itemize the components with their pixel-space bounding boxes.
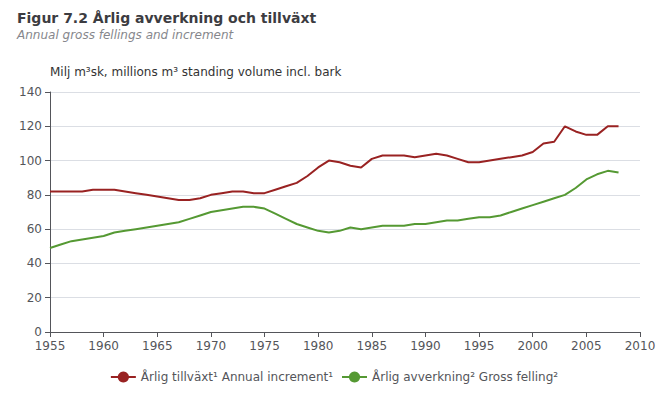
svg-text:100: 100: [19, 154, 42, 168]
svg-text:1990: 1990: [410, 339, 441, 353]
svg-text:Figur 7.2 Årlig avverkning och: Figur 7.2 Årlig avverkning och tillväxt: [17, 10, 317, 26]
svg-text:1980: 1980: [303, 339, 334, 353]
svg-text:0: 0: [34, 325, 42, 339]
svg-text:1970: 1970: [196, 339, 227, 353]
svg-text:Annual gross fellings and incr: Annual gross fellings and increment: [16, 28, 235, 42]
svg-text:60: 60: [27, 222, 42, 236]
svg-text:140: 140: [19, 85, 42, 99]
svg-text:2010: 2010: [625, 339, 656, 353]
svg-text:40: 40: [27, 256, 42, 270]
svg-text:1955: 1955: [35, 339, 66, 353]
svg-text:1975: 1975: [249, 339, 280, 353]
svg-text:1965: 1965: [142, 339, 173, 353]
svg-text:1985: 1985: [357, 339, 388, 353]
svg-text:1995: 1995: [464, 339, 495, 353]
svg-text:Milj m³sk, millions m³ standin: Milj m³sk, millions m³ standing volume i…: [50, 65, 341, 79]
svg-text:120: 120: [19, 119, 42, 133]
svg-text:2000: 2000: [517, 339, 548, 353]
svg-text:Årlig tillväxt¹ Annual increme: Årlig tillväxt¹ Annual increment¹: [141, 369, 333, 384]
svg-text:80: 80: [27, 188, 42, 202]
svg-text:1960: 1960: [88, 339, 119, 353]
svg-text:2005: 2005: [571, 339, 602, 353]
svg-text:20: 20: [27, 291, 42, 305]
svg-text:Årlig avverkning² Gross fellin: Årlig avverkning² Gross felling²: [372, 369, 558, 384]
